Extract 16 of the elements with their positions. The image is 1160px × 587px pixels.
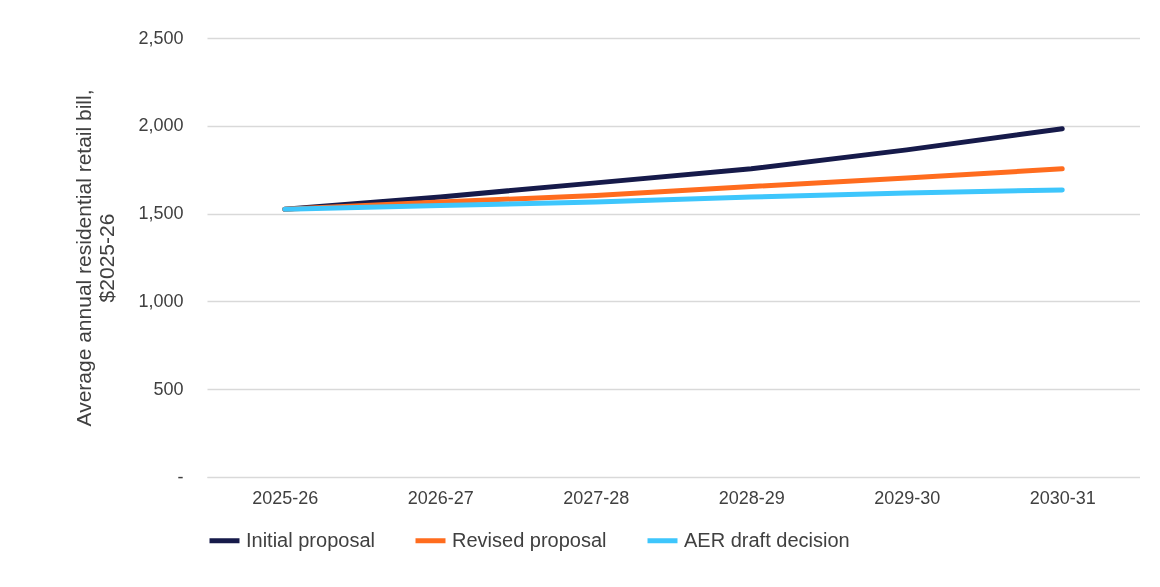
x-tick-label: 2030-31 — [1029, 487, 1096, 508]
x-tick-label: 2025-26 — [252, 487, 319, 508]
legend-label: Revised proposal — [452, 528, 607, 551]
x-tick-label: 2027-28 — [563, 487, 630, 508]
y-tick-label: - — [177, 466, 184, 487]
y-tick-label: 2,000 — [138, 115, 184, 136]
y-tick-label: 500 — [153, 378, 184, 399]
y-tick-label: 1,500 — [138, 203, 184, 224]
y-tick-label: 2,500 — [138, 27, 184, 48]
x-tick-label: 2026-27 — [407, 487, 474, 508]
x-tick-label: 2028-29 — [718, 487, 785, 508]
legend-label: AER draft decision — [684, 528, 850, 551]
x-tick-label: 2029-30 — [874, 487, 941, 508]
legend-label: Initial proposal — [246, 528, 375, 551]
y-tick-label: 1,000 — [138, 290, 184, 311]
y-axis-title: Average annual residential retail bill, $2025-26 — [72, 89, 119, 427]
